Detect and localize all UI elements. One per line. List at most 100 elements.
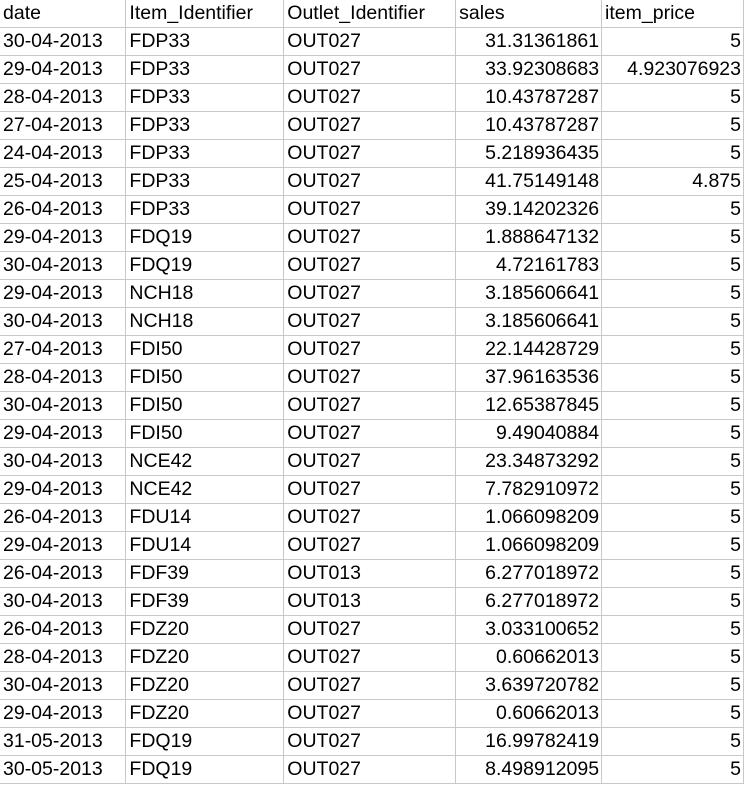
- cell-item-identifier[interactable]: NCH18: [125, 279, 285, 308]
- cell-date[interactable]: 28-04-2013: [0, 83, 127, 112]
- cell-outlet-identifier[interactable]: OUT013: [283, 559, 457, 588]
- cell-outlet-identifier[interactable]: OUT013: [283, 587, 457, 616]
- cell-sales[interactable]: 1.066098209: [455, 531, 603, 560]
- cell-date[interactable]: 26-04-2013: [0, 559, 127, 588]
- cell-sales[interactable]: 3.639720782: [455, 671, 603, 700]
- cell-item-identifier[interactable]: FDP33: [125, 111, 285, 140]
- cell-date[interactable]: 26-04-2013: [0, 503, 127, 532]
- cell-item-price[interactable]: 5: [601, 335, 744, 364]
- cell-date[interactable]: 31-05-2013: [0, 727, 127, 756]
- cell-item-identifier[interactable]: FDP33: [125, 55, 285, 84]
- cell-sales[interactable]: 12.65387845: [455, 391, 603, 420]
- cell-date[interactable]: 30-04-2013: [0, 447, 127, 476]
- cell-date[interactable]: 30-04-2013: [0, 251, 127, 280]
- cell-sales[interactable]: 5.218936435: [455, 139, 603, 168]
- cell-outlet-identifier[interactable]: OUT027: [283, 279, 457, 308]
- cell-sales[interactable]: 31.31361861: [455, 27, 603, 56]
- cell-outlet-identifier[interactable]: OUT027: [283, 643, 457, 672]
- header-cell-date[interactable]: date: [0, 0, 127, 28]
- cell-item-price[interactable]: 5: [601, 587, 744, 616]
- cell-sales[interactable]: 39.14202326: [455, 195, 603, 224]
- cell-item-identifier[interactable]: NCH18: [125, 307, 285, 336]
- cell-date[interactable]: 29-04-2013: [0, 279, 127, 308]
- cell-outlet-identifier[interactable]: OUT027: [283, 167, 457, 196]
- cell-date[interactable]: 30-05-2013: [0, 755, 127, 784]
- cell-sales[interactable]: 0.60662013: [455, 699, 603, 728]
- cell-item-price[interactable]: 4.875: [601, 167, 744, 196]
- cell-date[interactable]: 28-04-2013: [0, 363, 127, 392]
- cell-date[interactable]: 24-04-2013: [0, 139, 127, 168]
- cell-item-price[interactable]: 5: [601, 279, 744, 308]
- cell-sales[interactable]: 6.277018972: [455, 587, 603, 616]
- cell-date[interactable]: 29-04-2013: [0, 223, 127, 252]
- cell-item-identifier[interactable]: FDI50: [125, 391, 285, 420]
- cell-sales[interactable]: 41.75149148: [455, 167, 603, 196]
- cell-item-price[interactable]: 5: [601, 363, 744, 392]
- cell-outlet-identifier[interactable]: OUT027: [283, 671, 457, 700]
- cell-date[interactable]: 26-04-2013: [0, 195, 127, 224]
- cell-item-price[interactable]: 5: [601, 503, 744, 532]
- cell-sales[interactable]: 23.34873292: [455, 447, 603, 476]
- cell-item-price[interactable]: 5: [601, 447, 744, 476]
- cell-item-identifier[interactable]: FDZ20: [125, 671, 285, 700]
- cell-date[interactable]: 29-04-2013: [0, 699, 127, 728]
- cell-item-price[interactable]: 5: [601, 391, 744, 420]
- cell-outlet-identifier[interactable]: OUT027: [283, 223, 457, 252]
- cell-item-identifier[interactable]: FDI50: [125, 363, 285, 392]
- cell-item-identifier[interactable]: FDZ20: [125, 699, 285, 728]
- cell-outlet-identifier[interactable]: OUT027: [283, 335, 457, 364]
- cell-outlet-identifier[interactable]: OUT027: [283, 195, 457, 224]
- cell-outlet-identifier[interactable]: OUT027: [283, 363, 457, 392]
- cell-sales[interactable]: 3.185606641: [455, 279, 603, 308]
- cell-sales[interactable]: 22.14428729: [455, 335, 603, 364]
- cell-outlet-identifier[interactable]: OUT027: [283, 755, 457, 784]
- cell-outlet-identifier[interactable]: OUT027: [283, 55, 457, 84]
- cell-date[interactable]: 26-04-2013: [0, 615, 127, 644]
- cell-item-identifier[interactable]: FDU14: [125, 503, 285, 532]
- cell-item-identifier[interactable]: FDQ19: [125, 755, 285, 784]
- cell-item-identifier[interactable]: FDF39: [125, 559, 285, 588]
- cell-item-identifier[interactable]: FDZ20: [125, 643, 285, 672]
- cell-item-price[interactable]: 5: [601, 307, 744, 336]
- cell-sales[interactable]: 3.185606641: [455, 307, 603, 336]
- cell-outlet-identifier[interactable]: OUT027: [283, 727, 457, 756]
- cell-date[interactable]: 25-04-2013: [0, 167, 127, 196]
- cell-item-identifier[interactable]: NCE42: [125, 475, 285, 504]
- cell-sales[interactable]: 0.60662013: [455, 643, 603, 672]
- cell-date[interactable]: 27-04-2013: [0, 111, 127, 140]
- cell-date[interactable]: 30-04-2013: [0, 27, 127, 56]
- cell-item-price[interactable]: 5: [601, 27, 744, 56]
- cell-item-price[interactable]: 4.923076923: [601, 55, 744, 84]
- cell-date[interactable]: 30-04-2013: [0, 671, 127, 700]
- header-cell-item-price[interactable]: item_price: [601, 0, 744, 28]
- cell-item-identifier[interactable]: FDQ19: [125, 727, 285, 756]
- cell-item-price[interactable]: 5: [601, 475, 744, 504]
- cell-sales[interactable]: 1.888647132: [455, 223, 603, 252]
- cell-outlet-identifier[interactable]: OUT027: [283, 111, 457, 140]
- cell-outlet-identifier[interactable]: OUT027: [283, 503, 457, 532]
- cell-date[interactable]: 28-04-2013: [0, 643, 127, 672]
- cell-outlet-identifier[interactable]: OUT027: [283, 307, 457, 336]
- cell-item-identifier[interactable]: FDP33: [125, 167, 285, 196]
- cell-sales[interactable]: 33.92308683: [455, 55, 603, 84]
- cell-item-price[interactable]: 5: [601, 531, 744, 560]
- cell-outlet-identifier[interactable]: OUT027: [283, 419, 457, 448]
- cell-sales[interactable]: 9.49040884: [455, 419, 603, 448]
- cell-outlet-identifier[interactable]: OUT027: [283, 391, 457, 420]
- cell-sales[interactable]: 6.277018972: [455, 559, 603, 588]
- cell-outlet-identifier[interactable]: OUT027: [283, 251, 457, 280]
- cell-item-identifier[interactable]: FDZ20: [125, 615, 285, 644]
- cell-outlet-identifier[interactable]: OUT027: [283, 615, 457, 644]
- cell-item-price[interactable]: 5: [601, 643, 744, 672]
- cell-item-price[interactable]: 5: [601, 699, 744, 728]
- cell-outlet-identifier[interactable]: OUT027: [283, 531, 457, 560]
- cell-sales[interactable]: 8.498912095: [455, 755, 603, 784]
- cell-outlet-identifier[interactable]: OUT027: [283, 447, 457, 476]
- header-cell-sales[interactable]: sales: [455, 0, 603, 28]
- cell-outlet-identifier[interactable]: OUT027: [283, 139, 457, 168]
- cell-sales[interactable]: 4.72161783: [455, 251, 603, 280]
- cell-item-price[interactable]: 5: [601, 111, 744, 140]
- cell-date[interactable]: 30-04-2013: [0, 587, 127, 616]
- cell-sales[interactable]: 10.43787287: [455, 111, 603, 140]
- cell-item-price[interactable]: 5: [601, 419, 744, 448]
